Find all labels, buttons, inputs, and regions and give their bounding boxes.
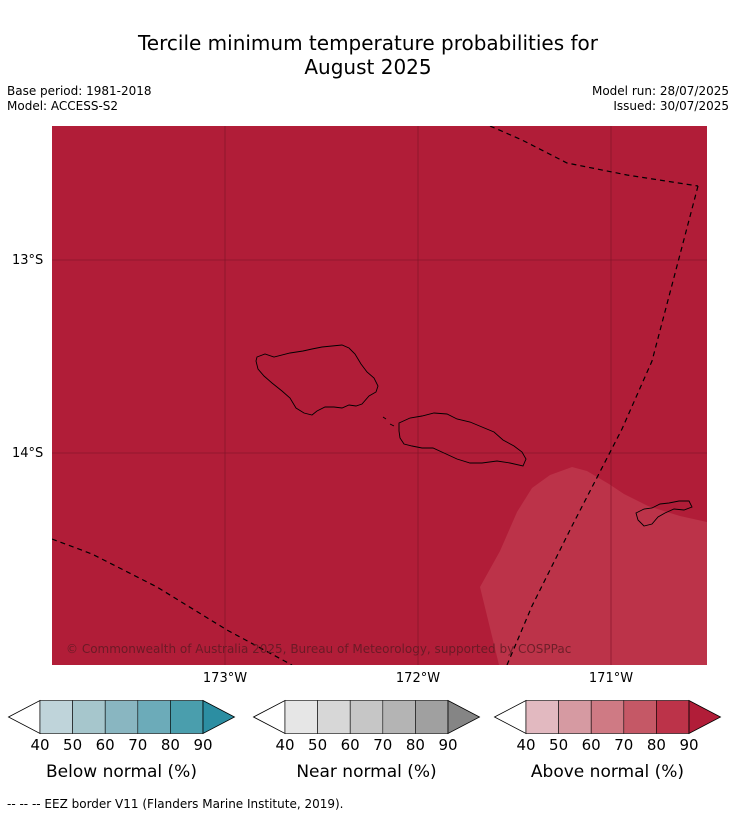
copyright-text: © Commonwealth of Australia 2025, Bureau… <box>66 642 571 656</box>
above-normal-band-50-60 <box>558 700 592 734</box>
island-tutuila <box>635 500 693 527</box>
near-normal-band-50-60 <box>317 700 351 734</box>
near-normal-colorbar <box>252 699 481 735</box>
lat-label-14s: 14°S <box>12 446 44 461</box>
near-normal-band-70-80 <box>382 700 416 734</box>
below-normal-low-arrow <box>7 699 41 735</box>
near-normal-legend: 40 50 60 70 80 90 Near normal (%) <box>252 699 481 782</box>
below-normal-band-40-50 <box>39 700 73 734</box>
above-normal-band-60-70 <box>590 700 625 734</box>
meta-left: Base period: 1981-2018 Model: ACCESS-S2 <box>7 84 152 114</box>
eez-border-east <box>506 185 699 665</box>
model-name: Model: ACCESS-S2 <box>7 99 119 113</box>
near-normal-band-40-50 <box>284 700 318 734</box>
below-normal-tick-50: 50 <box>63 736 83 754</box>
above-normal-tick-40: 40 <box>516 736 536 754</box>
above-normal-legend-title: Above normal (%) <box>530 762 685 782</box>
above-normal-tick-90: 90 <box>679 736 699 754</box>
above-normal-tick-70: 70 <box>614 736 634 754</box>
above-normal-legend: 40 50 60 70 80 90 Above normal (%) <box>493 699 722 782</box>
base-period: Base period: 1981-2018 <box>7 84 152 98</box>
meta-right: Model run: 28/07/2025 Issued: 30/07/2025 <box>592 84 729 114</box>
above-normal-80-region <box>480 467 707 665</box>
near-normal-band-60-70 <box>349 700 384 734</box>
near-normal-tick-90: 90 <box>438 736 458 754</box>
title-line-1: Tercile minimum temperature probabilitie… <box>137 31 599 55</box>
title-line-2: August 2025 <box>304 55 432 79</box>
near-normal-tick-50: 50 <box>308 736 328 754</box>
below-normal-band-50-60 <box>72 700 106 734</box>
above-normal-tick-50: 50 <box>549 736 569 754</box>
island-savaii <box>255 344 379 416</box>
lon-label-171w: 171°W <box>588 671 634 686</box>
below-normal-legend: 40 50 60 70 80 90 Below normal (%) <box>7 699 236 782</box>
eez-borders <box>52 126 699 665</box>
near-normal-high-arrow <box>447 699 481 735</box>
below-normal-legend-title: Below normal (%) <box>46 762 197 782</box>
lon-label-172w: 172°W <box>395 671 441 686</box>
eez-border-southwest <box>52 538 293 665</box>
lon-label-173w: 173°W <box>202 671 248 686</box>
model-run: Model run: 28/07/2025 <box>591 84 729 98</box>
above-normal-high-arrow <box>688 699 722 735</box>
below-normal-high-arrow <box>202 699 236 735</box>
graticule <box>52 126 707 665</box>
near-normal-low-arrow <box>252 699 286 735</box>
issued-date: Issued: 30/07/2025 <box>613 99 729 113</box>
below-normal-band-70-80 <box>137 700 171 734</box>
below-normal-colorbar <box>7 699 236 735</box>
map-svg: © Commonwealth of Australia 2025, Bureau… <box>52 126 707 665</box>
eez-border-north <box>489 126 699 187</box>
above-normal-band-40-50 <box>525 700 559 734</box>
below-normal-tick-80: 80 <box>160 736 180 754</box>
map-panel: © Commonwealth of Australia 2025, Bureau… <box>52 126 707 665</box>
above-normal-low-arrow <box>493 699 527 735</box>
below-normal-tick-70: 70 <box>128 736 148 754</box>
eez-footnote: -- -- -- EEZ border V11 (Flanders Marine… <box>7 797 344 811</box>
lat-label-13s: 13°S <box>12 253 44 268</box>
map-title: Tercile minimum temperature probabilitie… <box>0 31 736 79</box>
below-normal-tick-90: 90 <box>193 736 213 754</box>
island-manono-apolima <box>382 416 395 427</box>
above-normal-band-80-90 <box>656 700 690 734</box>
near-normal-band-80-90 <box>415 700 449 734</box>
above-normal-band-70-80 <box>623 700 657 734</box>
coastlines <box>255 344 693 527</box>
below-normal-band-80-90 <box>170 700 204 734</box>
above-normal-tick-80: 80 <box>646 736 666 754</box>
below-normal-band-60-70 <box>104 700 139 734</box>
near-normal-tick-70: 70 <box>373 736 393 754</box>
above-normal-tick-60: 60 <box>581 736 601 754</box>
near-normal-tick-40: 40 <box>275 736 295 754</box>
below-normal-tick-60: 60 <box>95 736 115 754</box>
island-upolu <box>398 412 527 467</box>
near-normal-legend-title: Near normal (%) <box>296 762 437 782</box>
near-normal-tick-60: 60 <box>340 736 360 754</box>
above-normal-colorbar <box>493 699 722 735</box>
below-normal-tick-40: 40 <box>30 736 50 754</box>
near-normal-tick-80: 80 <box>405 736 425 754</box>
